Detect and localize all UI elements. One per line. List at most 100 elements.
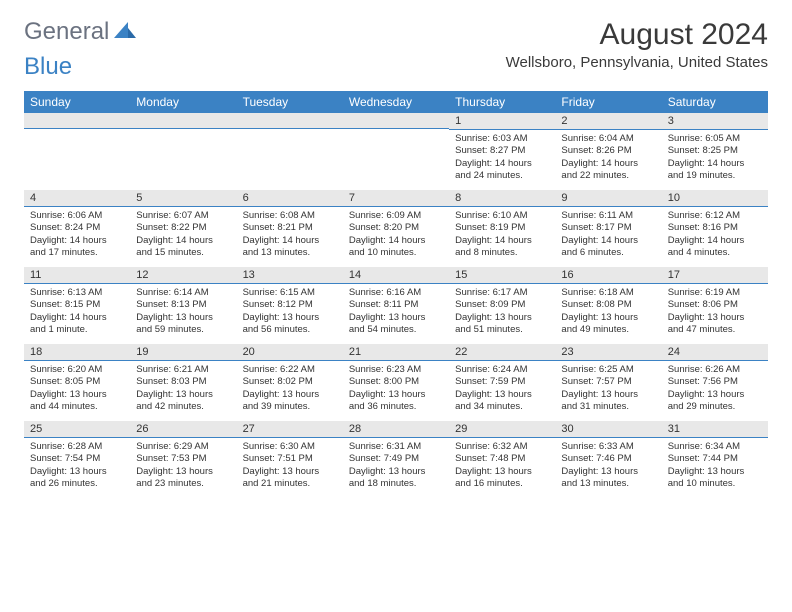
sunset-text: Sunset: 7:56 PM <box>668 376 762 388</box>
logo-triangle-icon <box>114 22 136 43</box>
day-number: 18 <box>24 344 130 361</box>
day-cell: 29Sunrise: 6:32 AMSunset: 7:48 PMDayligh… <box>449 421 555 498</box>
day-cell <box>343 113 449 190</box>
sunrise-text: Sunrise: 6:25 AM <box>561 364 655 376</box>
day-header-sat: Saturday <box>662 91 768 113</box>
daylight-text: Daylight: 13 hours and 16 minutes. <box>455 466 549 491</box>
daylight-text: Daylight: 13 hours and 21 minutes. <box>243 466 337 491</box>
day-content: Sunrise: 6:34 AMSunset: 7:44 PMDaylight:… <box>662 438 768 498</box>
day-content <box>343 129 449 189</box>
day-cell: 19Sunrise: 6:21 AMSunset: 8:03 PMDayligh… <box>130 344 236 421</box>
sunrise-text: Sunrise: 6:05 AM <box>668 133 762 145</box>
day-cell: 22Sunrise: 6:24 AMSunset: 7:59 PMDayligh… <box>449 344 555 421</box>
day-number: 19 <box>130 344 236 361</box>
sunrise-text: Sunrise: 6:31 AM <box>349 441 443 453</box>
week-row: 4Sunrise: 6:06 AMSunset: 8:24 PMDaylight… <box>24 190 768 267</box>
day-content: Sunrise: 6:18 AMSunset: 8:08 PMDaylight:… <box>555 284 661 344</box>
sunset-text: Sunset: 8:05 PM <box>30 376 124 388</box>
day-cell: 14Sunrise: 6:16 AMSunset: 8:11 PMDayligh… <box>343 267 449 344</box>
day-content: Sunrise: 6:21 AMSunset: 8:03 PMDaylight:… <box>130 361 236 421</box>
week-row: 25Sunrise: 6:28 AMSunset: 7:54 PMDayligh… <box>24 421 768 498</box>
sunrise-text: Sunrise: 6:12 AM <box>668 210 762 222</box>
day-cell <box>237 113 343 190</box>
calendar-grid: Sunday Monday Tuesday Wednesday Thursday… <box>24 91 768 498</box>
day-number: 1 <box>449 113 555 130</box>
day-number: 6 <box>237 190 343 207</box>
daylight-text: Daylight: 13 hours and 36 minutes. <box>349 389 443 414</box>
weeks-container: 1Sunrise: 6:03 AMSunset: 8:27 PMDaylight… <box>24 113 768 498</box>
day-content: Sunrise: 6:29 AMSunset: 7:53 PMDaylight:… <box>130 438 236 498</box>
sunset-text: Sunset: 8:17 PM <box>561 222 655 234</box>
day-number: 17 <box>662 267 768 284</box>
day-content <box>237 129 343 189</box>
daylight-text: Daylight: 13 hours and 34 minutes. <box>455 389 549 414</box>
day-content: Sunrise: 6:20 AMSunset: 8:05 PMDaylight:… <box>24 361 130 421</box>
day-cell <box>130 113 236 190</box>
daylight-text: Daylight: 14 hours and 8 minutes. <box>455 235 549 260</box>
day-number: 31 <box>662 421 768 438</box>
sunset-text: Sunset: 7:44 PM <box>668 453 762 465</box>
day-cell: 16Sunrise: 6:18 AMSunset: 8:08 PMDayligh… <box>555 267 661 344</box>
sunset-text: Sunset: 8:16 PM <box>668 222 762 234</box>
daylight-text: Daylight: 13 hours and 26 minutes. <box>30 466 124 491</box>
day-cell: 2Sunrise: 6:04 AMSunset: 8:26 PMDaylight… <box>555 113 661 190</box>
daylight-text: Daylight: 13 hours and 39 minutes. <box>243 389 337 414</box>
sunrise-text: Sunrise: 6:09 AM <box>349 210 443 222</box>
day-cell: 8Sunrise: 6:10 AMSunset: 8:19 PMDaylight… <box>449 190 555 267</box>
sunset-text: Sunset: 8:20 PM <box>349 222 443 234</box>
calendar-page: General August 2024 Wellsboro, Pennsylva… <box>0 0 792 516</box>
sunset-text: Sunset: 8:03 PM <box>136 376 230 388</box>
sunrise-text: Sunrise: 6:20 AM <box>30 364 124 376</box>
day-number: 9 <box>555 190 661 207</box>
day-cell: 18Sunrise: 6:20 AMSunset: 8:05 PMDayligh… <box>24 344 130 421</box>
day-header-row: Sunday Monday Tuesday Wednesday Thursday… <box>24 91 768 113</box>
sunset-text: Sunset: 7:57 PM <box>561 376 655 388</box>
day-number: 13 <box>237 267 343 284</box>
day-number <box>237 113 343 129</box>
logo-text-blue: Blue <box>24 53 72 81</box>
title-block: August 2024 Wellsboro, Pennsylvania, Uni… <box>506 18 768 71</box>
day-cell: 26Sunrise: 6:29 AMSunset: 7:53 PMDayligh… <box>130 421 236 498</box>
day-cell: 25Sunrise: 6:28 AMSunset: 7:54 PMDayligh… <box>24 421 130 498</box>
day-number: 27 <box>237 421 343 438</box>
day-header-wed: Wednesday <box>343 91 449 113</box>
day-number: 5 <box>130 190 236 207</box>
day-content: Sunrise: 6:16 AMSunset: 8:11 PMDaylight:… <box>343 284 449 344</box>
day-cell: 20Sunrise: 6:22 AMSunset: 8:02 PMDayligh… <box>237 344 343 421</box>
day-content: Sunrise: 6:08 AMSunset: 8:21 PMDaylight:… <box>237 207 343 267</box>
daylight-text: Daylight: 13 hours and 29 minutes. <box>668 389 762 414</box>
day-cell: 15Sunrise: 6:17 AMSunset: 8:09 PMDayligh… <box>449 267 555 344</box>
day-content: Sunrise: 6:07 AMSunset: 8:22 PMDaylight:… <box>130 207 236 267</box>
day-header-thu: Thursday <box>449 91 555 113</box>
sunrise-text: Sunrise: 6:03 AM <box>455 133 549 145</box>
daylight-text: Daylight: 14 hours and 13 minutes. <box>243 235 337 260</box>
day-cell: 13Sunrise: 6:15 AMSunset: 8:12 PMDayligh… <box>237 267 343 344</box>
day-number: 28 <box>343 421 449 438</box>
daylight-text: Daylight: 14 hours and 22 minutes. <box>561 158 655 183</box>
day-number: 7 <box>343 190 449 207</box>
sunset-text: Sunset: 7:51 PM <box>243 453 337 465</box>
day-content: Sunrise: 6:06 AMSunset: 8:24 PMDaylight:… <box>24 207 130 267</box>
day-cell: 11Sunrise: 6:13 AMSunset: 8:15 PMDayligh… <box>24 267 130 344</box>
day-header-sun: Sunday <box>24 91 130 113</box>
week-row: 11Sunrise: 6:13 AMSunset: 8:15 PMDayligh… <box>24 267 768 344</box>
day-cell: 10Sunrise: 6:12 AMSunset: 8:16 PMDayligh… <box>662 190 768 267</box>
day-number: 30 <box>555 421 661 438</box>
location-text: Wellsboro, Pennsylvania, United States <box>506 54 768 71</box>
day-cell: 27Sunrise: 6:30 AMSunset: 7:51 PMDayligh… <box>237 421 343 498</box>
daylight-text: Daylight: 14 hours and 15 minutes. <box>136 235 230 260</box>
day-cell: 9Sunrise: 6:11 AMSunset: 8:17 PMDaylight… <box>555 190 661 267</box>
sunset-text: Sunset: 8:06 PM <box>668 299 762 311</box>
day-number: 24 <box>662 344 768 361</box>
sunrise-text: Sunrise: 6:11 AM <box>561 210 655 222</box>
daylight-text: Daylight: 13 hours and 23 minutes. <box>136 466 230 491</box>
day-content: Sunrise: 6:30 AMSunset: 7:51 PMDaylight:… <box>237 438 343 498</box>
day-cell: 4Sunrise: 6:06 AMSunset: 8:24 PMDaylight… <box>24 190 130 267</box>
daylight-text: Daylight: 13 hours and 13 minutes. <box>561 466 655 491</box>
daylight-text: Daylight: 13 hours and 18 minutes. <box>349 466 443 491</box>
day-cell: 7Sunrise: 6:09 AMSunset: 8:20 PMDaylight… <box>343 190 449 267</box>
month-title: August 2024 <box>506 18 768 52</box>
daylight-text: Daylight: 13 hours and 59 minutes. <box>136 312 230 337</box>
daylight-text: Daylight: 13 hours and 56 minutes. <box>243 312 337 337</box>
day-number: 26 <box>130 421 236 438</box>
